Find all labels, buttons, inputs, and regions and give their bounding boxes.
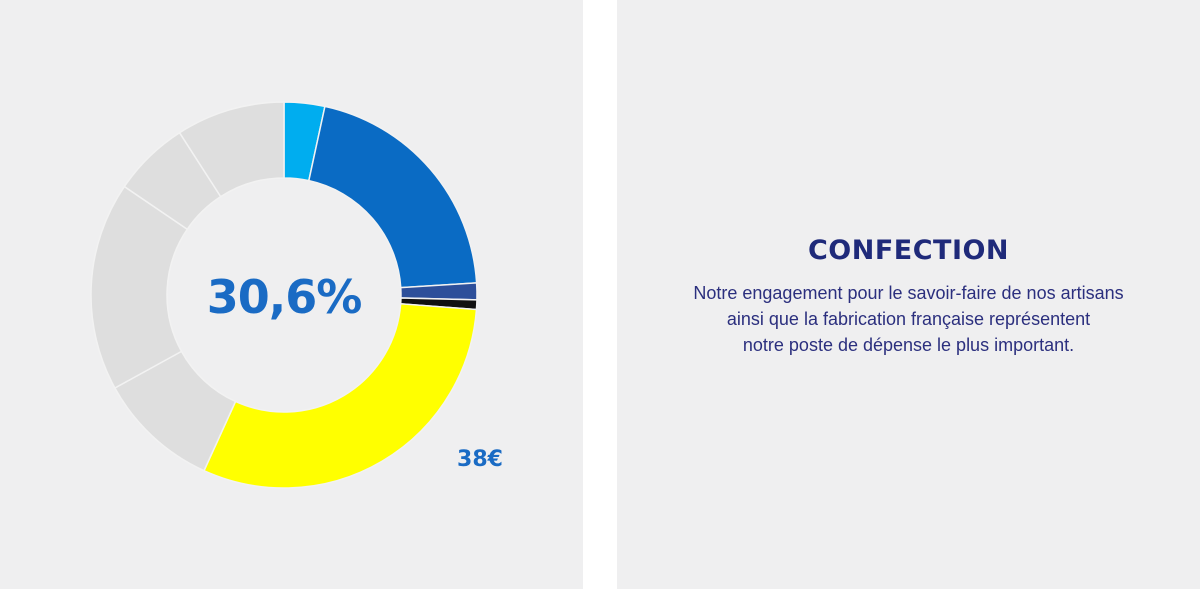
description-line-3: notre poste de dépense le plus important…: [742, 335, 1075, 355]
donut-chart: [90, 101, 478, 489]
description-line-2: ainsi que la fabrication française repré…: [726, 309, 1091, 329]
slice-confection: [203, 303, 478, 489]
text-panel: CONFECTION Notre engagement pour le savo…: [617, 0, 1200, 589]
donut-slices: [90, 101, 478, 489]
center-percentage: 30,6%: [206, 270, 363, 324]
description-line-1: Notre engagement pour le savoir-faire de…: [693, 283, 1124, 303]
section-heading: CONFECTION: [807, 235, 1010, 266]
amount-label: 38€: [457, 447, 503, 472]
slice-9: [178, 101, 285, 198]
description-block: CONFECTION Notre engagement pour le savo…: [617, 232, 1200, 358]
slice-2: [307, 105, 478, 289]
chart-panel: 30,6% 38€: [0, 0, 583, 589]
